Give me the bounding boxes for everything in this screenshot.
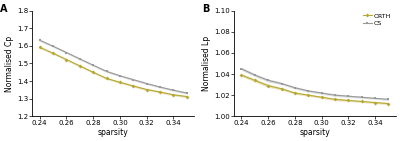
- CS: [346, 95, 351, 97]
- Line: ORTH: ORTH: [240, 74, 390, 105]
- ORTH: [359, 101, 364, 102]
- CS: [266, 80, 270, 81]
- ORTH: [239, 74, 244, 76]
- Line: CS: CS: [240, 67, 390, 101]
- ORTH: [292, 92, 297, 94]
- ORTH: [346, 100, 351, 101]
- ORTH: [319, 96, 324, 98]
- X-axis label: sparsity: sparsity: [300, 128, 330, 137]
- ORTH: [252, 80, 257, 81]
- CS: [279, 83, 284, 84]
- ORTH: [279, 88, 284, 90]
- Text: A: A: [0, 4, 8, 14]
- Y-axis label: Normalised Lp: Normalised Lp: [202, 36, 212, 91]
- CS: [359, 96, 364, 98]
- Text: B: B: [202, 4, 209, 14]
- CS: [319, 92, 324, 94]
- CS: [333, 94, 338, 96]
- ORTH: [386, 103, 391, 104]
- ORTH: [333, 99, 338, 100]
- CS: [252, 74, 257, 76]
- CS: [239, 68, 244, 70]
- CS: [386, 99, 391, 100]
- CS: [373, 97, 378, 99]
- CS: [292, 87, 297, 89]
- ORTH: [266, 85, 270, 86]
- ORTH: [373, 102, 378, 103]
- CS: [306, 90, 311, 92]
- ORTH: [306, 94, 311, 96]
- Legend: ORTH, CS: ORTH, CS: [362, 12, 393, 27]
- X-axis label: sparsity: sparsity: [98, 128, 128, 137]
- Y-axis label: Normalised Cp: Normalised Cp: [5, 35, 14, 92]
